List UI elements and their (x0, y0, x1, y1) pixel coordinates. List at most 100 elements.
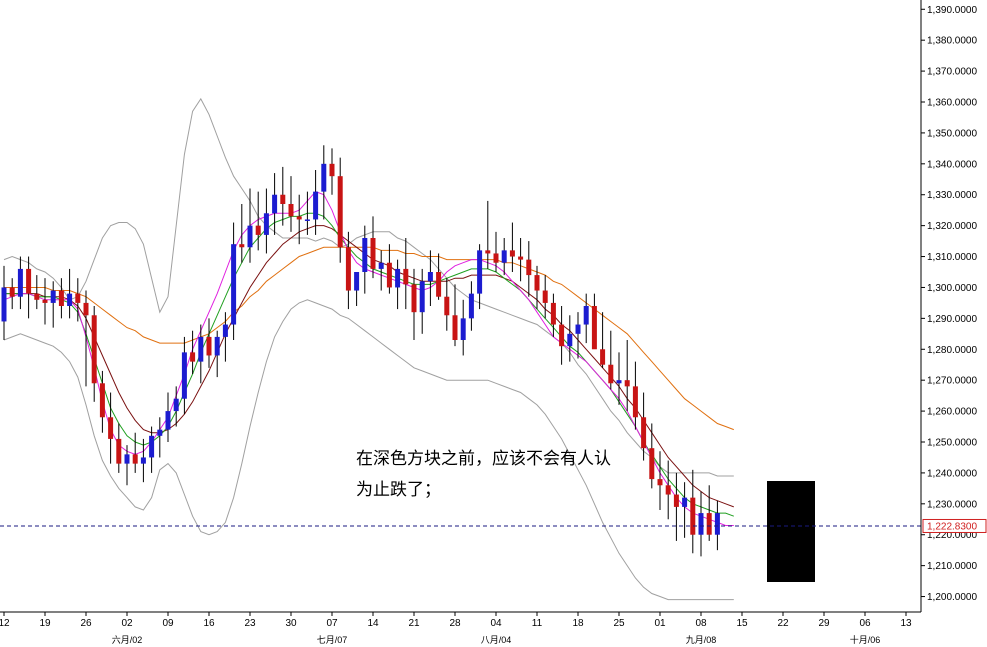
candle-down (559, 324, 565, 347)
x-tick-label: 08 (695, 618, 707, 629)
candle-up (198, 336, 204, 362)
x-tick-label: 12 (0, 618, 10, 629)
candle-down (534, 275, 540, 291)
candle-up (140, 457, 146, 464)
candle-down (132, 454, 138, 464)
candle-down (444, 296, 450, 316)
x-tick-label: 18 (572, 618, 584, 629)
candle-down (632, 386, 638, 418)
candle-up (698, 513, 704, 535)
candle-down (485, 250, 491, 254)
bollinger-lower-line (3, 299, 734, 601)
candle-up (272, 194, 278, 214)
x-tick-label: 30 (285, 618, 297, 629)
candle-down (337, 176, 343, 248)
candle-down (526, 259, 532, 276)
candle-up (157, 429, 163, 436)
candle-down (386, 262, 392, 288)
candle-down (706, 513, 712, 535)
candle-up (378, 262, 384, 269)
candle-up (165, 411, 171, 430)
y-tick-label: 1,240.0000 (927, 468, 977, 479)
candle-up (222, 324, 228, 337)
month-label: 六月/02 (112, 634, 143, 645)
y-tick-label: 1,270.0000 (927, 376, 977, 387)
candle-down (99, 383, 105, 418)
candle-up (468, 293, 474, 319)
candle-up (501, 250, 507, 263)
candle-down (493, 253, 499, 263)
candle-down (608, 364, 614, 384)
y-tick-label: 1,220.0000 (927, 530, 977, 541)
candle-up (477, 250, 483, 294)
month-label: 八月/04 (481, 635, 512, 645)
candle-down (26, 268, 32, 294)
candle-down (108, 417, 114, 439)
candle-down (665, 485, 671, 495)
candle-down (255, 225, 261, 235)
month-label: 九月/08 (686, 635, 717, 645)
candle-up (214, 336, 220, 356)
x-tick-label: 16 (203, 618, 215, 629)
candle-down (83, 302, 89, 316)
candle-down (190, 352, 196, 362)
ma-long-line (4, 246, 734, 431)
candle-up (149, 435, 155, 458)
y-tick-label: 1,260.0000 (927, 407, 977, 418)
candle-up (567, 333, 573, 347)
candle-up (362, 238, 368, 272)
candle-up (419, 281, 425, 313)
candle-down (509, 250, 515, 257)
x-tick-label: 13 (900, 618, 912, 629)
candle-up (354, 272, 360, 291)
candle-down (58, 290, 64, 306)
x-tick-label: 15 (736, 618, 748, 629)
y-tick-label: 1,350.0000 (927, 128, 977, 139)
candle-down (673, 494, 679, 507)
y-tick-label: 1,310.0000 (927, 252, 977, 263)
y-tick-label: 1,390.0000 (927, 5, 977, 16)
y-tick-label: 1,210.0000 (927, 561, 977, 572)
x-tick-label: 07 (326, 618, 338, 629)
candle-down (591, 306, 597, 350)
candle-up (616, 380, 622, 384)
candle-down (641, 417, 647, 449)
candle-down (649, 448, 655, 480)
x-axis: 12 19 26 02 09 16 23 30 07 14 21 28 04 11 18 25 01 08 15 22… (0, 612, 912, 645)
x-tick-label: 23 (244, 618, 256, 629)
candle-down (296, 216, 302, 220)
x-tick-label: 06 (859, 618, 871, 629)
candle-down (345, 247, 351, 291)
candle-up (231, 244, 237, 325)
month-label: 七月/07 (317, 635, 348, 645)
candle-up (1, 287, 7, 322)
y-tick-label: 1,200.0000 (927, 592, 977, 603)
candle-down (206, 336, 212, 356)
x-tick-label: 14 (367, 618, 379, 629)
candle-down (411, 284, 417, 313)
x-tick-label: 11 (532, 618, 543, 629)
y-tick-label: 1,360.0000 (927, 98, 977, 109)
candle-up (50, 290, 56, 303)
candle-up (313, 191, 319, 220)
x-tick-label: 09 (162, 618, 174, 629)
candle-up (460, 318, 466, 340)
candle-down (34, 293, 40, 300)
annotation: 在深色方块之前，应该不会有人认 为止跌了； (356, 444, 676, 506)
candle-up (173, 398, 179, 412)
y-tick-label: 1,320.0000 (927, 221, 977, 232)
x-tick-label: 04 (490, 618, 502, 629)
x-tick-label: 02 (121, 618, 133, 629)
y-tick-label: 1,340.0000 (927, 159, 977, 170)
x-tick-label: 01 (654, 618, 666, 629)
candle-up (395, 268, 401, 288)
x-tick-label: 28 (449, 618, 461, 629)
highlighted-candles (698, 485, 720, 557)
candle-up (321, 163, 327, 192)
candle-up (263, 213, 269, 235)
x-tick-label: 25 (613, 618, 625, 629)
y-tick-label: 1,300.0000 (927, 283, 977, 294)
bollinger-upper-line (3, 97, 734, 477)
candle-down (452, 315, 458, 340)
